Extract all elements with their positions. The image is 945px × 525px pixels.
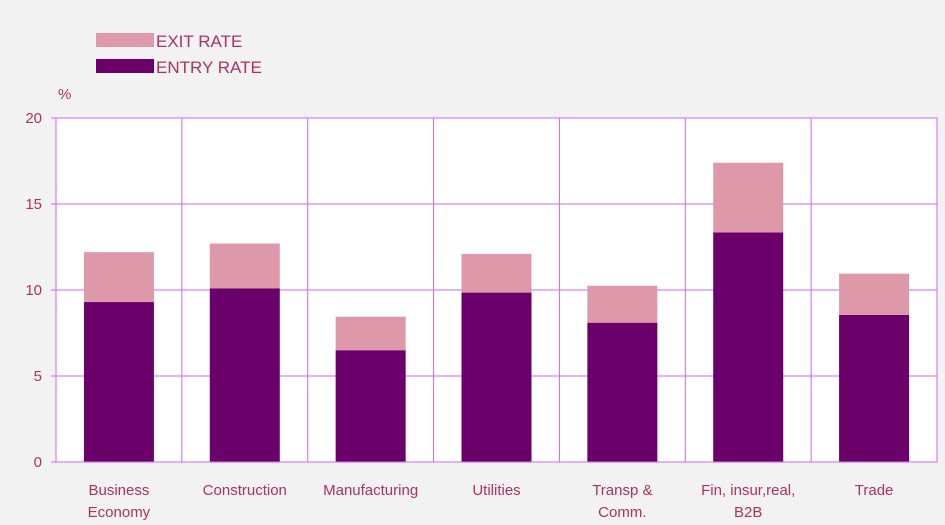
x-tick-label: Trade bbox=[855, 482, 894, 499]
y-axis-label: % bbox=[58, 86, 71, 103]
bar-exit-rate bbox=[587, 285, 658, 323]
bar-entry-rate bbox=[461, 292, 532, 462]
y-tick-label: 5 bbox=[34, 368, 42, 385]
x-tick-label: Economy bbox=[88, 504, 151, 521]
y-tick-label: 15 bbox=[25, 196, 42, 213]
x-tick-label: Manufacturing bbox=[323, 482, 418, 499]
x-tick-label: Construction bbox=[203, 482, 287, 499]
plot-border bbox=[55, 117, 938, 463]
x-tick-label: Utilities bbox=[472, 482, 520, 499]
bar-entry-rate bbox=[335, 350, 406, 462]
x-tick-label: Business bbox=[88, 482, 149, 499]
bar-entry-rate bbox=[83, 302, 154, 462]
bar-exit-rate bbox=[713, 162, 784, 233]
bar-exit-rate bbox=[461, 253, 532, 293]
bar-exit-rate bbox=[83, 252, 154, 303]
x-tick-label: Transp & bbox=[592, 482, 652, 499]
bar-exit-rate bbox=[335, 316, 406, 351]
bar-exit-rate bbox=[839, 273, 910, 315]
y-tick-label: 0 bbox=[34, 454, 42, 471]
legend-label-entry: ENTRY RATE bbox=[156, 58, 262, 77]
bar-entry-rate bbox=[209, 288, 280, 462]
legend-swatch-entry bbox=[96, 59, 154, 73]
legend: EXIT RATE ENTRY RATE bbox=[96, 32, 262, 77]
bar-entry-rate bbox=[839, 314, 910, 462]
bar-exit-rate bbox=[209, 243, 280, 289]
x-tick-label: Fin, insur,real, bbox=[701, 482, 795, 499]
plot-area: 0 5 10 15 20 Business Economy Construction Manuf… bbox=[25, 110, 938, 521]
legend-label-exit: EXIT RATE bbox=[156, 32, 242, 51]
x-tick-label: B2B bbox=[734, 504, 762, 521]
bar-entry-rate bbox=[587, 322, 658, 462]
legend-swatch-exit bbox=[96, 33, 154, 47]
y-tick-label: 10 bbox=[25, 282, 42, 299]
bar-entry-rate bbox=[713, 232, 784, 462]
x-tick-label: Comm. bbox=[598, 504, 646, 521]
y-tick-label: 20 bbox=[25, 110, 42, 127]
